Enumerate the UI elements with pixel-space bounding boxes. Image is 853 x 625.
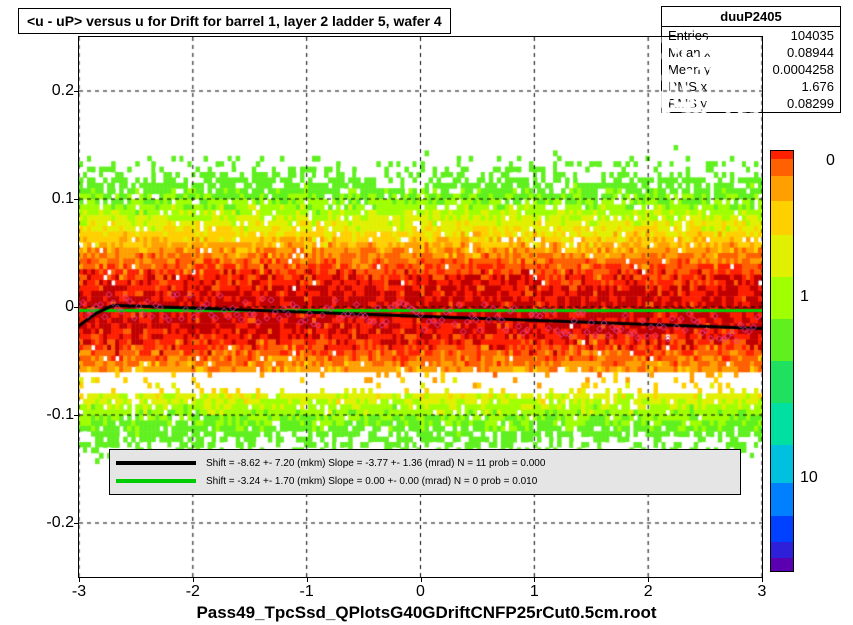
heatmap-canvas [79, 37, 762, 577]
fit-legend: Shift = -8.62 +- 7.20 (mkm) Slope = -3.7… [109, 449, 741, 495]
stats-name: duuP2405 [662, 7, 840, 27]
y-tick: 0 [24, 298, 74, 316]
colorbar-label: 10 [800, 469, 818, 487]
plot-area: -3-2-10123-0.2-0.100.10.2 Shift = -8.62 … [78, 36, 763, 578]
x-tick: -3 [72, 583, 86, 601]
x-tick: 1 [530, 583, 539, 601]
y-tick: -0.1 [24, 406, 74, 424]
legend-row: Shift = -8.62 +- 7.20 (mkm) Slope = -3.7… [116, 454, 734, 472]
colorbar-label: 1 [800, 288, 809, 306]
x-tick: 2 [644, 583, 653, 601]
colorbar-label: 0 [826, 152, 835, 170]
x-tick: 0 [416, 583, 425, 601]
y-tick: 0.2 [24, 82, 74, 100]
x-tick: 3 [758, 583, 767, 601]
x-tick: -1 [300, 583, 314, 601]
x-tick: -2 [186, 583, 200, 601]
y-tick: -0.2 [24, 514, 74, 532]
chart-title: <u - uP> versus u for Drift for barrel 1… [18, 8, 451, 34]
y-tick: 0.1 [24, 190, 74, 208]
colorbar [770, 150, 794, 572]
file-label: Pass49_TpcSsd_QPlotsG40GDriftCNFP25rCut0… [0, 603, 853, 623]
legend-row: Shift = -3.24 +- 1.70 (mkm) Slope = 0.00… [116, 472, 734, 490]
